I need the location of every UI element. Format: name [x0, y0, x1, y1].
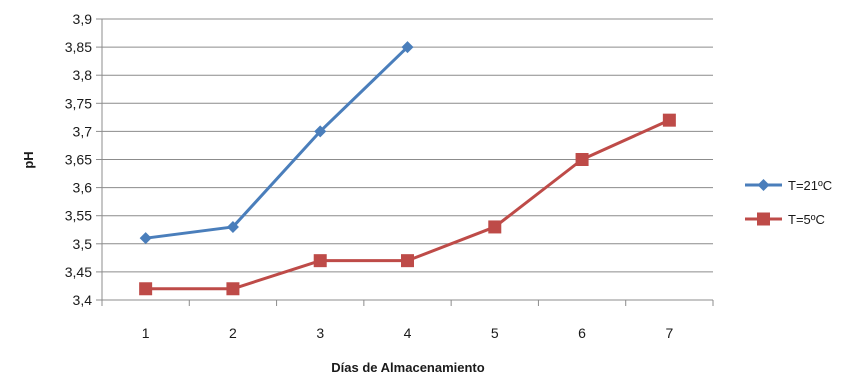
legend-label: T=5ºC [788, 212, 825, 227]
x-tick-labels: 1 2 3 4 5 6 7 [142, 325, 674, 341]
y-tick-label: 3,7 [73, 123, 93, 139]
y-tick-label: 3,55 [65, 208, 92, 224]
data-point [226, 282, 240, 296]
x-tick-label: 7 [665, 325, 673, 341]
legend-marker [757, 179, 770, 191]
legend-item: T=21ºC [745, 178, 832, 193]
y-tick-label: 3,6 [73, 180, 93, 196]
data-point [139, 282, 153, 296]
y-tick-label: 3,65 [65, 152, 92, 168]
y-tick-label: 3,75 [65, 95, 92, 111]
y-tick-label: 3,8 [73, 67, 93, 83]
legend-item: T=5ºC [745, 212, 825, 227]
series-line [145, 46, 409, 240]
data-point [575, 153, 589, 166]
x-tick-label: 1 [142, 325, 150, 341]
x-axis-label: Días de Almacenamiento [331, 360, 484, 375]
axes [101, 19, 714, 306]
data-point [488, 220, 502, 234]
data-point [401, 254, 414, 268]
x-tick-label: 6 [578, 325, 586, 341]
data-point [401, 41, 414, 54]
data-point [139, 232, 152, 245]
data-point [226, 220, 239, 233]
y-tick-label: 3,4 [73, 292, 93, 308]
x-tick-label: 5 [491, 325, 499, 341]
x-tick-label: 2 [229, 325, 237, 341]
x-tick-label: 4 [404, 325, 412, 341]
y-tick-label: 3,9 [73, 11, 93, 27]
data-point [314, 125, 327, 138]
y-tick-label: 3,85 [65, 39, 92, 55]
y-tick-label: 3,5 [73, 236, 93, 252]
y-tick-labels: 3,4 3,45 3,5 3,55 3,6 3,65 3,7 3,75 3,8 3,85 3,9 [65, 11, 92, 308]
data-point [313, 254, 327, 268]
series [139, 113, 676, 296]
y-axis-label: pH [21, 151, 36, 168]
legend: T=21ºC T=5ºC [745, 178, 832, 227]
x-tick-label: 3 [316, 325, 324, 341]
series [139, 41, 414, 245]
series-group [139, 41, 676, 296]
gridlines [96, 18, 713, 301]
legend-marker [757, 212, 770, 226]
y-tick-label: 3,45 [65, 264, 92, 280]
legend-label: T=21ºC [788, 178, 832, 193]
data-point [662, 113, 676, 127]
